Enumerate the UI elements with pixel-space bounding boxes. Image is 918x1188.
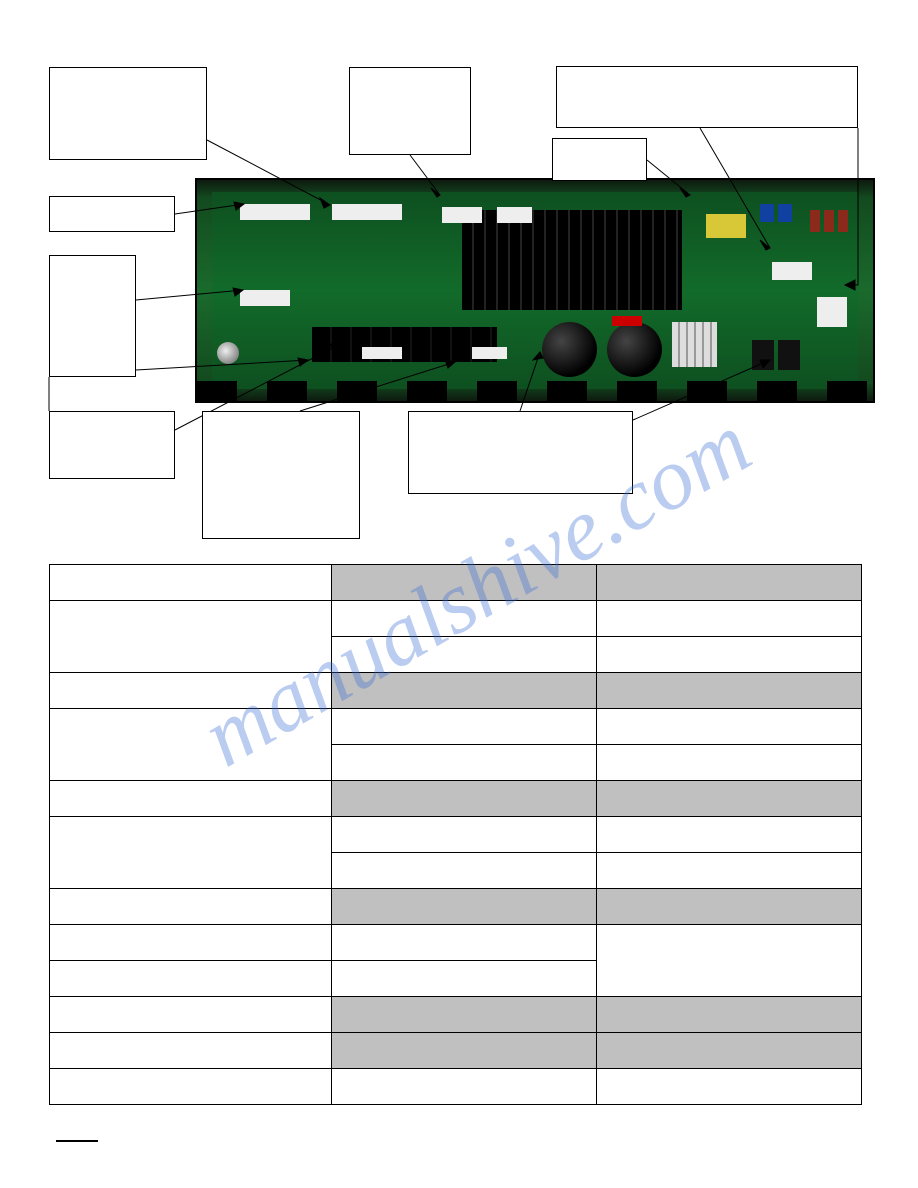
table-row [50,781,862,817]
spec-table [49,564,862,1105]
callout-top-mid [349,67,471,155]
table-cell [597,781,862,817]
table-cell [332,673,597,709]
table-cell [332,853,597,889]
table-cell [50,1033,332,1069]
heatsink-small [672,322,717,367]
table-cell [332,925,597,961]
capacitor-2 [607,322,662,377]
footer-underline [56,1140,98,1142]
table-cell [597,745,862,781]
fuse-2 [824,210,834,232]
fuse-3 [838,210,848,232]
table-row [50,709,862,745]
connector-bot-1 [362,347,402,359]
table-cell [597,817,862,853]
blue-cap-2 [778,204,792,222]
table-row [50,565,862,601]
pcb-board [212,192,858,389]
callout-top-right-sq [552,138,647,181]
table-cell [597,637,862,673]
black-conn-2 [778,340,800,370]
connector-top-1 [240,204,310,220]
table-cell [332,1069,597,1105]
table-cell [50,1069,332,1105]
callout-low-left [49,255,136,377]
callout-top-left-large [49,67,207,160]
table-cell [50,565,332,601]
table-cell [332,637,597,673]
table-cell [597,889,862,925]
table-cell [597,853,862,889]
connector-right-2 [817,297,847,327]
table-cell [332,709,597,745]
table-row [50,1069,862,1105]
black-conn-1 [752,340,774,370]
capacitor-1 [542,322,597,377]
table-cell [332,997,597,1033]
enclosure-tabs [197,381,873,401]
heatsink [462,210,682,310]
callout-bot-mid-right [408,411,633,494]
callout-bot-mid-left [202,411,360,539]
callout-mid-left [49,196,175,232]
connector-top-3 [442,207,482,223]
screw-1 [217,342,239,364]
table-cell [332,817,597,853]
callout-top-right-long [556,66,858,128]
table-cell [50,961,332,997]
table-row [50,889,862,925]
table-cell [597,709,862,745]
table-cell [597,601,862,637]
table-cell [332,745,597,781]
table-cell [50,817,332,889]
table-cell [50,601,332,673]
red-label [612,316,642,326]
table-row [50,601,862,637]
table-cell [597,1033,862,1069]
transformer [706,214,746,238]
table-row [50,817,862,853]
table-cell [50,889,332,925]
table-cell [597,997,862,1033]
table-cell [332,889,597,925]
table-cell [332,1033,597,1069]
blue-cap-1 [760,204,774,222]
table-cell [597,565,862,601]
fuse-1 [810,210,820,232]
table-cell [50,781,332,817]
pcb-photo [195,178,875,403]
table-cell [332,601,597,637]
table-cell [597,673,862,709]
table-cell [332,565,597,601]
page: manualshive.com [0,0,918,1188]
table-cell [332,961,597,997]
table-cell [597,1069,862,1105]
table-cell [50,997,332,1033]
table-row [50,1033,862,1069]
table-cell [50,709,332,781]
table-row [50,673,862,709]
connector-right-1 [772,262,812,280]
table-cell [597,925,862,997]
table-cell [50,925,332,961]
connector-left [240,290,290,306]
relay-bank [312,327,497,362]
connector-top-2 [332,204,402,220]
table-cell [50,673,332,709]
connector-bot-2 [472,347,507,359]
table-row [50,925,862,961]
connector-top-4 [497,207,532,223]
table-cell [332,781,597,817]
callout-bot-left [49,411,175,479]
table-row [50,997,862,1033]
